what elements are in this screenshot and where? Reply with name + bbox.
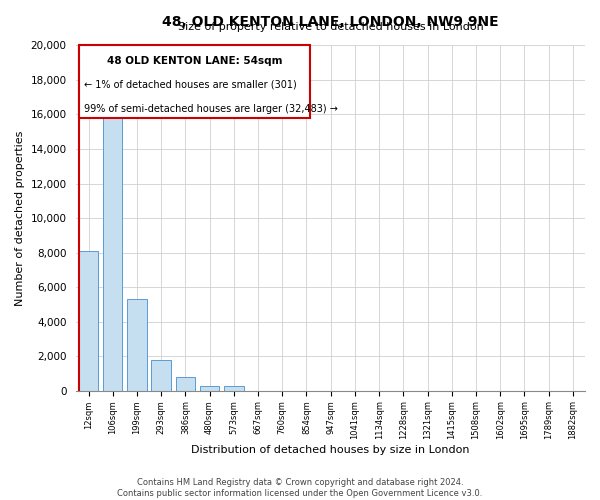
Bar [176,377,195,390]
Bar [79,251,98,390]
Text: Contains HM Land Registry data © Crown copyright and database right 2024.
Contai: Contains HM Land Registry data © Crown c… [118,478,482,498]
Text: 48 OLD KENTON LANE: 54sqm: 48 OLD KENTON LANE: 54sqm [107,56,283,66]
X-axis label: Distribution of detached houses by size in London: Distribution of detached houses by size … [191,445,470,455]
Title: 48, OLD KENTON LANE, LONDON, NW9 9NE: 48, OLD KENTON LANE, LONDON, NW9 9NE [163,15,499,29]
Bar [103,106,122,391]
Y-axis label: Number of detached properties: Number of detached properties [15,130,25,306]
Bar [200,386,219,390]
Bar [127,299,146,390]
Text: Size of property relative to detached houses in London: Size of property relative to detached ho… [178,22,484,32]
FancyBboxPatch shape [79,46,310,118]
Text: ← 1% of detached houses are smaller (301): ← 1% of detached houses are smaller (301… [84,80,297,90]
Bar [151,360,171,390]
Text: 99% of semi-detached houses are larger (32,483) →: 99% of semi-detached houses are larger (… [84,104,338,114]
Bar [224,386,244,390]
